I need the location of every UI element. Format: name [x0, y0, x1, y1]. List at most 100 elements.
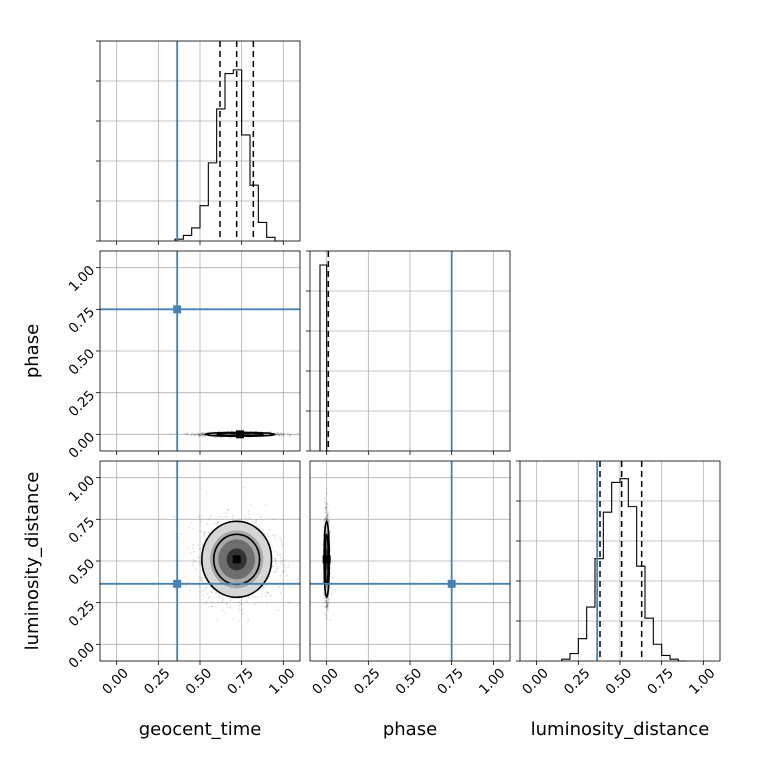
- scatter-point: [193, 433, 196, 436]
- scatter-point: [325, 509, 327, 511]
- scatter-point: [191, 564, 194, 567]
- scatter-point: [245, 517, 248, 520]
- scatter-point: [198, 591, 201, 594]
- x-tick-label: 0.75: [224, 665, 257, 698]
- scatter-point: [188, 526, 191, 529]
- scatter-point: [280, 433, 283, 436]
- scatter-point: [326, 604, 329, 607]
- truth-marker: [447, 579, 456, 588]
- scatter-point: [325, 507, 327, 510]
- scatter-point: [326, 511, 329, 514]
- scatter-point: [278, 432, 281, 435]
- scatter-point: [273, 557, 276, 560]
- scatter-point: [282, 433, 285, 436]
- scatter-point: [325, 516, 328, 519]
- scatter-point: [286, 434, 289, 437]
- scatter-point: [282, 433, 284, 436]
- scatter-point: [326, 605, 329, 608]
- scatter-point: [287, 601, 290, 604]
- scatter-point: [327, 610, 329, 612]
- scatter-point: [209, 514, 212, 517]
- scatter-point: [324, 511, 327, 513]
- scatter-point: [232, 514, 235, 517]
- scatter-point: [277, 609, 280, 612]
- scatter-point: [323, 605, 326, 608]
- scatter-point: [195, 568, 198, 570]
- scatter-point: [231, 517, 234, 519]
- scatter-point: [201, 580, 204, 582]
- scatter-point: [216, 522, 219, 524]
- scatter-point: [282, 570, 285, 573]
- scatter-point: [323, 593, 325, 596]
- scatter-point: [326, 518, 329, 521]
- scatter-point: [288, 563, 290, 566]
- scatter-point: [199, 530, 202, 533]
- x-tick-label: 0.00: [99, 665, 132, 698]
- scatter-point: [191, 561, 194, 564]
- scatter-point: [326, 600, 328, 603]
- scatter-point: [284, 559, 286, 561]
- scatter-point: [267, 592, 270, 594]
- scatter-point: [262, 529, 265, 531]
- scatter-point: [326, 602, 329, 605]
- scatter-point: [210, 591, 212, 593]
- scatter-point: [198, 547, 201, 550]
- scatter-point: [206, 592, 209, 595]
- scatter-point: [173, 516, 176, 519]
- scatter-point: [202, 433, 205, 436]
- scatter-point: [276, 433, 279, 435]
- scatter-point: [322, 597, 325, 600]
- scatter-point: [283, 563, 285, 566]
- scatter-point: [237, 619, 240, 622]
- joint-density: [170, 430, 299, 440]
- scatter-point: [191, 432, 193, 435]
- scatter-point: [326, 516, 329, 519]
- scatter-point: [200, 519, 203, 522]
- scatter-point: [327, 511, 329, 514]
- scatter-point: [181, 540, 184, 543]
- scatter-point: [190, 434, 193, 437]
- scatter-point: [324, 517, 326, 520]
- scatter-point: [202, 432, 204, 434]
- scatter-point: [262, 586, 265, 588]
- scatter-point: [275, 562, 277, 565]
- scatter-point: [204, 602, 207, 604]
- scatter-point: [280, 434, 283, 437]
- scatter-point: [247, 510, 250, 513]
- scatter-point: [199, 561, 202, 563]
- scatter-point: [204, 530, 207, 533]
- scatter-point: [324, 597, 327, 600]
- scatter-point: [326, 514, 329, 516]
- scatter-point: [204, 434, 206, 437]
- scatter-point: [210, 528, 213, 531]
- scatter-point: [322, 581, 324, 583]
- scatter-point: [275, 433, 278, 435]
- scatter-point: [326, 503, 328, 506]
- scatter-point: [186, 432, 189, 435]
- scatter-point: [213, 522, 216, 525]
- scatter-point: [279, 562, 282, 564]
- scatter-point: [275, 433, 278, 436]
- scatter-point: [277, 433, 280, 436]
- panel-geocent_time-marginal: [96, 40, 301, 245]
- scatter-point: [225, 601, 228, 604]
- scatter-point: [197, 556, 200, 559]
- scatter-point: [326, 518, 329, 520]
- scatter-point: [226, 603, 229, 606]
- scatter-point: [326, 608, 329, 611]
- x-axis-label: geocent_time: [139, 719, 262, 740]
- scatter-point: [255, 525, 258, 527]
- x-tick-label: 0.50: [393, 665, 426, 698]
- scatter-point: [198, 433, 201, 436]
- scatter-point: [322, 612, 325, 614]
- scatter-point: [224, 512, 227, 515]
- scatter-point: [271, 544, 273, 547]
- scatter-point: [323, 519, 326, 522]
- scatter-point: [328, 521, 330, 524]
- y-tick-label: 0.25: [66, 598, 99, 631]
- scatter-point: [187, 435, 190, 437]
- scatter-point: [278, 434, 281, 436]
- scatter-point: [199, 434, 202, 436]
- scatter-point: [260, 516, 262, 519]
